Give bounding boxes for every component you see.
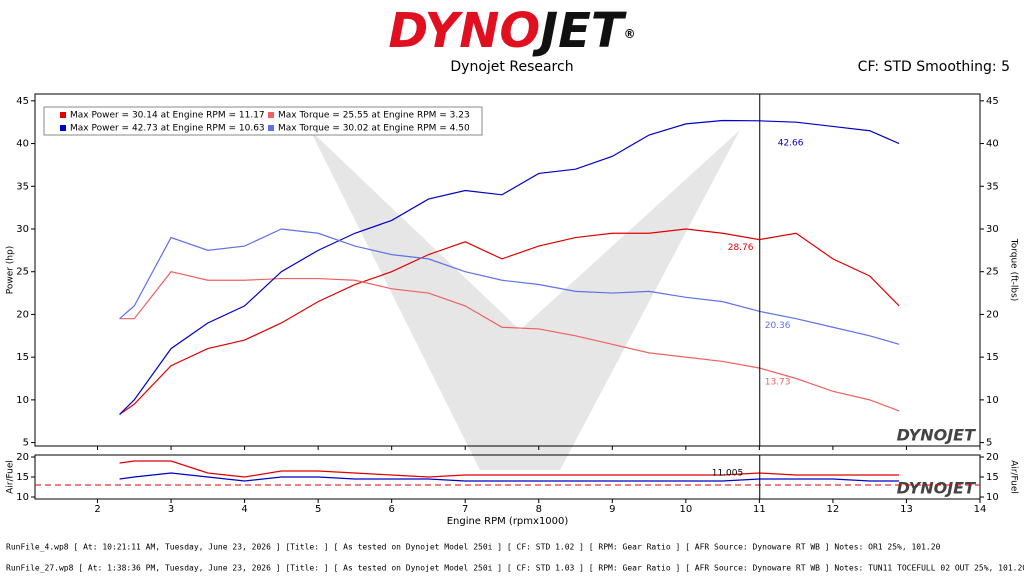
x-tick-label: 5 xyxy=(315,504,321,515)
y-tick-label: 5 xyxy=(23,438,29,449)
y2-tick-label: 15 xyxy=(986,352,999,363)
y2-axis-label: Air/Fuel xyxy=(1009,460,1019,494)
y-tick-label: 10 xyxy=(16,395,29,406)
x-axis-label: Engine RPM (rpmx1000) xyxy=(447,516,569,527)
watermark-shape xyxy=(310,130,740,470)
legend-swatch xyxy=(268,112,274,118)
y2-tick-label: 40 xyxy=(986,139,999,150)
y2-tick-label: 20 xyxy=(986,452,999,463)
y2-tick-label: 45 xyxy=(986,96,999,107)
legend-entry: Max Power = 30.14 at Engine RPM = 11.17 xyxy=(70,111,265,121)
y-tick-label: 25 xyxy=(16,267,29,278)
series-line xyxy=(119,119,900,415)
series-line xyxy=(119,472,900,482)
x-tick-label: 6 xyxy=(388,504,394,515)
cursor-value-label: 42.66 xyxy=(778,138,804,148)
x-tick-label: 7 xyxy=(462,504,468,515)
x-tick-label: 14 xyxy=(974,504,987,515)
y-axis-label: Air/Fuel xyxy=(6,460,16,494)
x-tick-label: 13 xyxy=(900,504,913,515)
x-tick-label: 12 xyxy=(827,504,840,515)
x-tick-label: 8 xyxy=(536,504,542,515)
plot-watermark: DYNOJET xyxy=(897,479,977,498)
x-tick-label: 4 xyxy=(241,504,247,515)
y-tick-label: 15 xyxy=(16,472,29,483)
title: Dynojet Research xyxy=(450,59,573,75)
y2-tick-label: 30 xyxy=(986,224,999,235)
plot-watermark: DYNOJET xyxy=(897,426,977,445)
cursor-value-label: 13.73 xyxy=(765,377,791,387)
y-tick-label: 40 xyxy=(16,139,29,150)
series-line xyxy=(119,460,900,478)
x-tick-label: 11 xyxy=(753,504,766,515)
y-tick-label: 45 xyxy=(16,96,29,107)
subtitle: CF: STD Smoothing: 5 xyxy=(858,59,1010,75)
y-tick-label: 30 xyxy=(16,224,29,235)
y-tick-label: 20 xyxy=(16,309,29,320)
series-line xyxy=(119,228,900,345)
y2-tick-label: 15 xyxy=(986,472,999,483)
legend-box xyxy=(43,106,483,136)
y-tick-label: 20 xyxy=(16,452,29,463)
x-tick-label: 2 xyxy=(94,504,100,515)
cursor-x-label: 11.005 xyxy=(712,469,744,479)
y-tick-label: 15 xyxy=(16,352,29,363)
legend-entry: Max Power = 42.73 at Engine RPM = 10.63 xyxy=(70,124,265,134)
footer-line: RunFile_27.wp8 [ At: 1:38:36 PM, Tuesday… xyxy=(6,564,1024,573)
logo: DYNOJET® xyxy=(388,3,635,59)
series-line xyxy=(119,228,900,415)
plot-area xyxy=(34,93,981,447)
x-tick-label: 9 xyxy=(609,504,615,515)
series-line xyxy=(119,271,900,412)
y2-axis-label: Torque (ft-lbs) xyxy=(1009,238,1019,302)
y2-tick-label: 35 xyxy=(986,181,999,192)
footer-line: RunFile_4.wp8 [ At: 10:21:11 AM, Tuesday… xyxy=(6,543,941,552)
legend-entry: Max Torque = 25.55 at Engine RPM = 3.23 xyxy=(278,111,470,121)
x-tick-label: 3 xyxy=(168,504,174,515)
cursor-value-label: 28.76 xyxy=(728,243,754,253)
logo-right: JET xyxy=(532,3,627,59)
legend-swatch xyxy=(60,125,66,131)
logo-left: DYNO xyxy=(388,3,540,59)
x-tick-label: 10 xyxy=(679,504,692,515)
y-tick-label: 10 xyxy=(16,492,29,503)
y2-tick-label: 5 xyxy=(986,438,992,449)
legend-entry: Max Torque = 30.02 at Engine RPM = 4.50 xyxy=(278,124,470,134)
y2-tick-label: 10 xyxy=(986,395,999,406)
y-axis-label: Power (hp) xyxy=(6,246,16,295)
cursor-value-label: 20.36 xyxy=(765,321,791,331)
y2-tick-label: 25 xyxy=(986,267,999,278)
y2-tick-label: 10 xyxy=(986,492,999,503)
y2-tick-label: 20 xyxy=(986,309,999,320)
legend-swatch xyxy=(60,112,66,118)
logo-reg: ® xyxy=(624,27,636,41)
legend-swatch xyxy=(268,125,274,131)
y-tick-label: 35 xyxy=(16,181,29,192)
